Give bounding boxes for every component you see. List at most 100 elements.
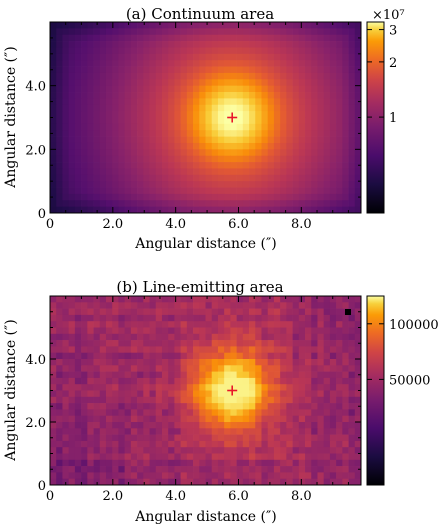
heatmap-cell <box>261 193 269 201</box>
heatmap-cell <box>93 327 101 335</box>
heatmap-cell <box>329 409 337 417</box>
heatmap-cell <box>236 472 244 480</box>
heatmap-cell <box>273 428 281 435</box>
heatmap-cell <box>143 346 150 354</box>
heatmap-cell <box>62 155 70 163</box>
heatmap-cell <box>143 47 150 55</box>
heatmap-cell <box>354 359 362 366</box>
heatmap-cell <box>217 453 225 461</box>
heatmap-cell <box>186 459 194 467</box>
heatmap-cell <box>68 155 76 163</box>
heatmap-cell <box>261 206 269 214</box>
heatmap-cell <box>130 371 138 379</box>
heatmap-cell <box>242 314 250 322</box>
heatmap-cell <box>137 478 144 486</box>
heatmap-cell <box>174 117 181 125</box>
heatmap-cell <box>280 365 287 372</box>
heatmap-cell <box>348 181 356 188</box>
heatmap-cell <box>236 47 244 55</box>
heatmap-cell <box>205 459 213 467</box>
heatmap-cell <box>149 72 157 80</box>
heatmap-cell <box>81 155 88 163</box>
heatmap-cell <box>242 453 250 461</box>
heatmap-cell <box>329 314 337 322</box>
heatmap-cell <box>242 321 250 328</box>
heatmap-cell <box>236 136 244 144</box>
heatmap-cell <box>74 85 82 93</box>
heatmap-cell <box>180 403 188 410</box>
heatmap-cell <box>273 92 281 99</box>
heatmap-cell <box>249 162 256 169</box>
heatmap-cell <box>130 206 138 214</box>
heatmap-cell <box>242 440 250 448</box>
heatmap-cell <box>99 478 107 486</box>
heatmap-cell <box>68 459 76 467</box>
heatmap-cell <box>236 85 244 93</box>
heatmap-cell <box>50 346 57 354</box>
heatmap-cell <box>168 428 175 435</box>
heatmap-cell <box>292 371 300 379</box>
heatmap-cell <box>242 371 250 379</box>
heatmap-cell <box>230 66 237 74</box>
heatmap-cell <box>174 155 181 163</box>
heatmap-cell <box>298 174 306 182</box>
heatmap-cell <box>273 130 281 137</box>
heatmap-cell <box>342 181 349 188</box>
heatmap-cell <box>242 459 250 467</box>
heatmap-cell <box>317 478 325 486</box>
heatmap-cell <box>50 340 57 347</box>
heatmap-cell <box>105 174 113 182</box>
heatmap-cell <box>99 187 107 195</box>
heatmap-cell <box>217 327 225 335</box>
heatmap-cell <box>292 162 300 169</box>
heatmap-cell <box>143 377 150 385</box>
heatmap-cell <box>280 136 287 144</box>
heatmap-cell <box>329 472 337 480</box>
heatmap-cell <box>93 422 101 429</box>
heatmap-cell <box>224 162 231 169</box>
heatmap-cell <box>149 92 157 99</box>
heatmap-cell <box>280 28 287 36</box>
heatmap-cell <box>93 466 101 473</box>
heatmap-cell <box>311 327 318 335</box>
heatmap-cell <box>99 22 107 29</box>
heatmap-cell <box>267 308 275 316</box>
heatmap-cell <box>68 28 76 36</box>
heatmap-cell <box>236 104 244 112</box>
heatmap-cell <box>199 28 206 36</box>
heatmap-cell <box>124 123 132 131</box>
heatmap-cell <box>137 428 144 435</box>
heatmap-cell <box>267 371 275 379</box>
heatmap-cell <box>68 168 76 176</box>
heatmap-cell <box>205 447 213 454</box>
heatmap-cell <box>342 453 349 461</box>
heatmap-cell <box>105 72 113 80</box>
heatmap-cell <box>305 390 312 398</box>
heatmap-cell <box>267 187 275 195</box>
heatmap-cell <box>249 200 256 207</box>
heatmap-cell <box>317 390 325 398</box>
heatmap-cell <box>336 359 343 366</box>
heatmap-cell <box>56 478 63 486</box>
heatmap-cell <box>267 123 275 131</box>
heatmap-cell <box>180 136 188 144</box>
heatmap-cell <box>186 453 194 461</box>
heatmap-cell <box>298 41 306 48</box>
heatmap-cell <box>62 98 70 106</box>
heatmap-cell <box>217 123 225 131</box>
heatmap-cell <box>186 28 194 36</box>
heatmap-cell <box>99 459 107 467</box>
heatmap-cell <box>143 447 150 454</box>
heatmap-cell <box>161 130 169 137</box>
heatmap-cell <box>87 340 94 347</box>
heatmap-cell <box>112 53 119 61</box>
heatmap-cell <box>336 340 343 347</box>
heatmap-cell <box>224 60 231 67</box>
heatmap-cell <box>348 314 356 322</box>
heatmap-cell <box>224 314 231 322</box>
heatmap-cell <box>336 403 343 410</box>
heatmap-cell <box>149 422 157 429</box>
heatmap-cell <box>81 60 88 67</box>
heatmap-cell <box>105 85 113 93</box>
heatmap-cell <box>168 47 175 55</box>
